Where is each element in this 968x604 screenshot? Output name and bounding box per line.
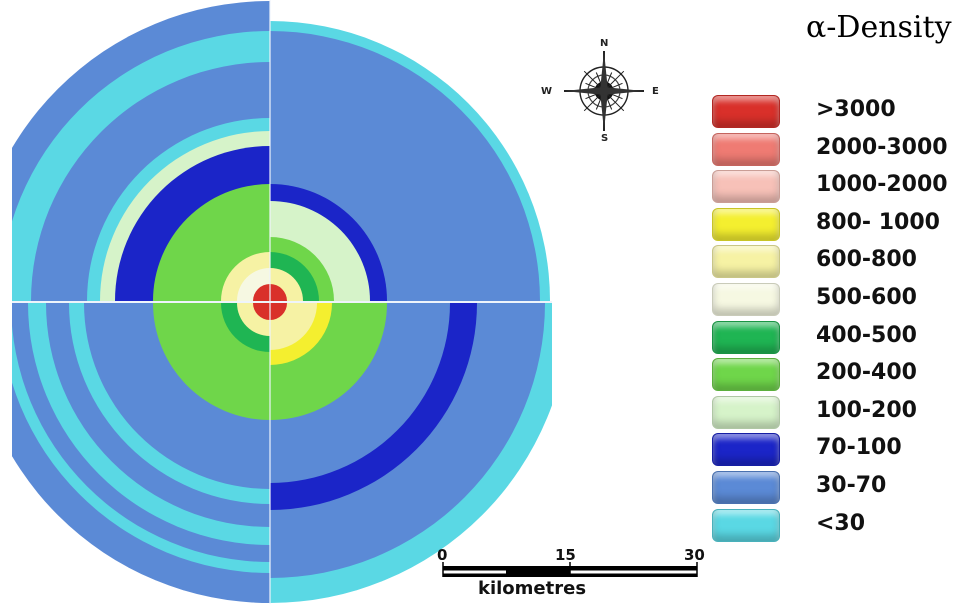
legend-label: 800- 1000 (816, 209, 940, 235)
legend-swatch (712, 358, 780, 392)
legend-label: >3000 (816, 97, 896, 122)
map-title: α-Density (806, 10, 952, 45)
legend-label: 30-70 (816, 472, 887, 498)
legend-label: <30 (816, 510, 866, 536)
legend-swatch (712, 320, 780, 354)
density-ring-north-east (270, 284, 287, 301)
legend-swatch (712, 470, 780, 504)
legend-label: 100-200 (816, 397, 917, 423)
legend-label: 70-100 (816, 435, 902, 461)
scale-tick-30: 30 (684, 546, 705, 564)
legend-swatch (712, 207, 780, 241)
legend-swatch (712, 508, 780, 542)
compass-west-label: W (541, 86, 553, 97)
compass-rose-icon (564, 51, 644, 131)
density-ring-south-west (253, 303, 270, 320)
legend-label: 200-400 (816, 360, 917, 386)
compass-north-label: N (600, 38, 609, 49)
scale-tick-15: 15 (555, 546, 576, 564)
density-ring-south-east (270, 303, 287, 320)
scale-tick-0: 0 (437, 546, 448, 564)
scale-bar (442, 562, 698, 577)
legend-swatch (712, 395, 780, 429)
legend-label: 2000-3000 (816, 134, 948, 160)
compass-south-label: S (601, 133, 609, 144)
legend-label: 400-500 (816, 322, 917, 348)
quadrant-seam-vertical (269, 0, 271, 604)
density-ring-north-west (253, 284, 270, 301)
legend-label: 500-600 (816, 284, 917, 310)
legend-label: 1000-2000 (816, 172, 948, 198)
quadrant-seam-horizontal (12, 301, 552, 303)
legend-swatch (712, 132, 780, 166)
legend-swatch (712, 95, 780, 128)
legend-label: 600-800 (816, 247, 917, 273)
scale-unit-label: kilometres (478, 578, 587, 599)
legend-swatch (712, 433, 780, 467)
legend-swatch (712, 245, 780, 279)
legend-swatch (712, 282, 780, 316)
compass-east-label: E (652, 86, 659, 97)
legend-swatch (712, 170, 780, 204)
